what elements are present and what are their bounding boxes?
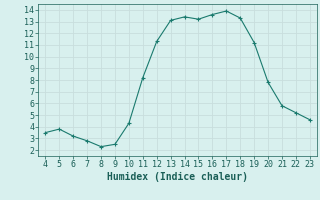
X-axis label: Humidex (Indice chaleur): Humidex (Indice chaleur) (107, 172, 248, 182)
